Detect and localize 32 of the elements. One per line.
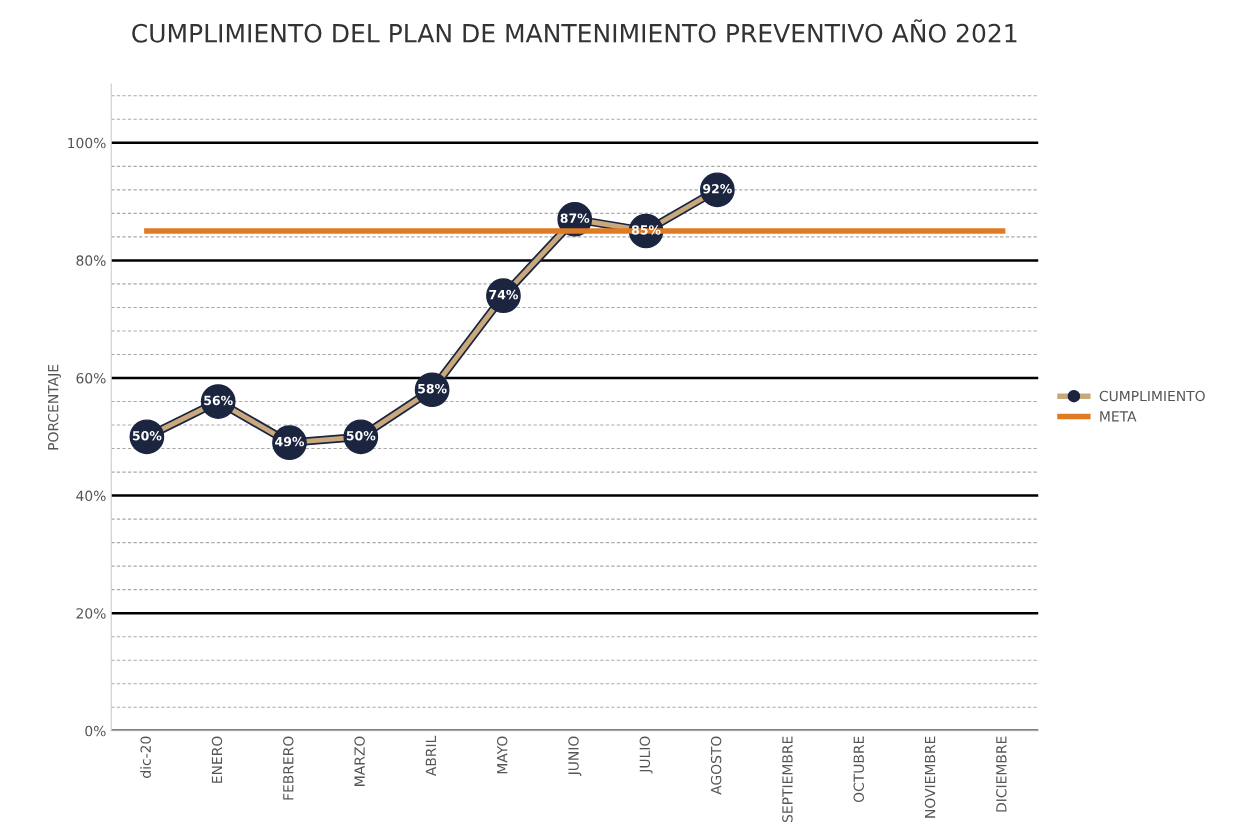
x-tick-label: OCTUBRE	[853, 736, 864, 803]
y-tick-label: 40%	[76, 490, 106, 502]
data-label: 49%	[275, 436, 305, 447]
data-label: 56%	[204, 395, 233, 406]
y-tick-label: 20%	[76, 608, 106, 619]
x-tick-label: DICIEMBRE	[996, 736, 1007, 812]
data-label: 85%	[631, 225, 661, 235]
x-tick-label: FEBRERO	[283, 736, 294, 800]
x-tick-label: dic-20	[140, 736, 151, 778]
data-label: 58%	[418, 383, 447, 394]
x-tick-label: JUNIO	[568, 736, 582, 777]
data-label: 74%	[489, 289, 518, 300]
data-label: 92%	[703, 184, 732, 194]
y-tick-label: 100%	[68, 137, 106, 149]
y-axis-title: PORCENTAJE	[47, 364, 62, 450]
data-label: 50%	[346, 430, 376, 441]
x-tick-label: MARZO	[354, 736, 365, 786]
y-tick-label: 80%	[76, 255, 106, 266]
y-tick-label: 0%	[85, 725, 106, 737]
y-tick-label: 60%	[76, 372, 106, 384]
x-tick-label: ABRIL	[425, 735, 436, 777]
data-label: 87%	[560, 213, 590, 223]
legend-label: META	[1100, 411, 1137, 422]
legend-label: CUMPLIMIENTO	[1099, 390, 1205, 402]
x-tick-label: ENERO	[211, 736, 223, 783]
x-tick-label: MAYO	[496, 736, 508, 774]
data-label: 50%	[132, 430, 162, 441]
x-tick-label: JULIO	[639, 736, 653, 774]
x-tick-label: SEPTIEMBRE	[782, 736, 793, 823]
x-tick-label: NOVIEMBRE	[924, 736, 936, 818]
x-tick-label: AGOSTO	[710, 736, 722, 795]
chart-title: CUMPLIMIENTO DEL PLAN DE MANTENIMIENTO PREVENTIVO AÑO 2021	[132, 19, 1017, 43]
